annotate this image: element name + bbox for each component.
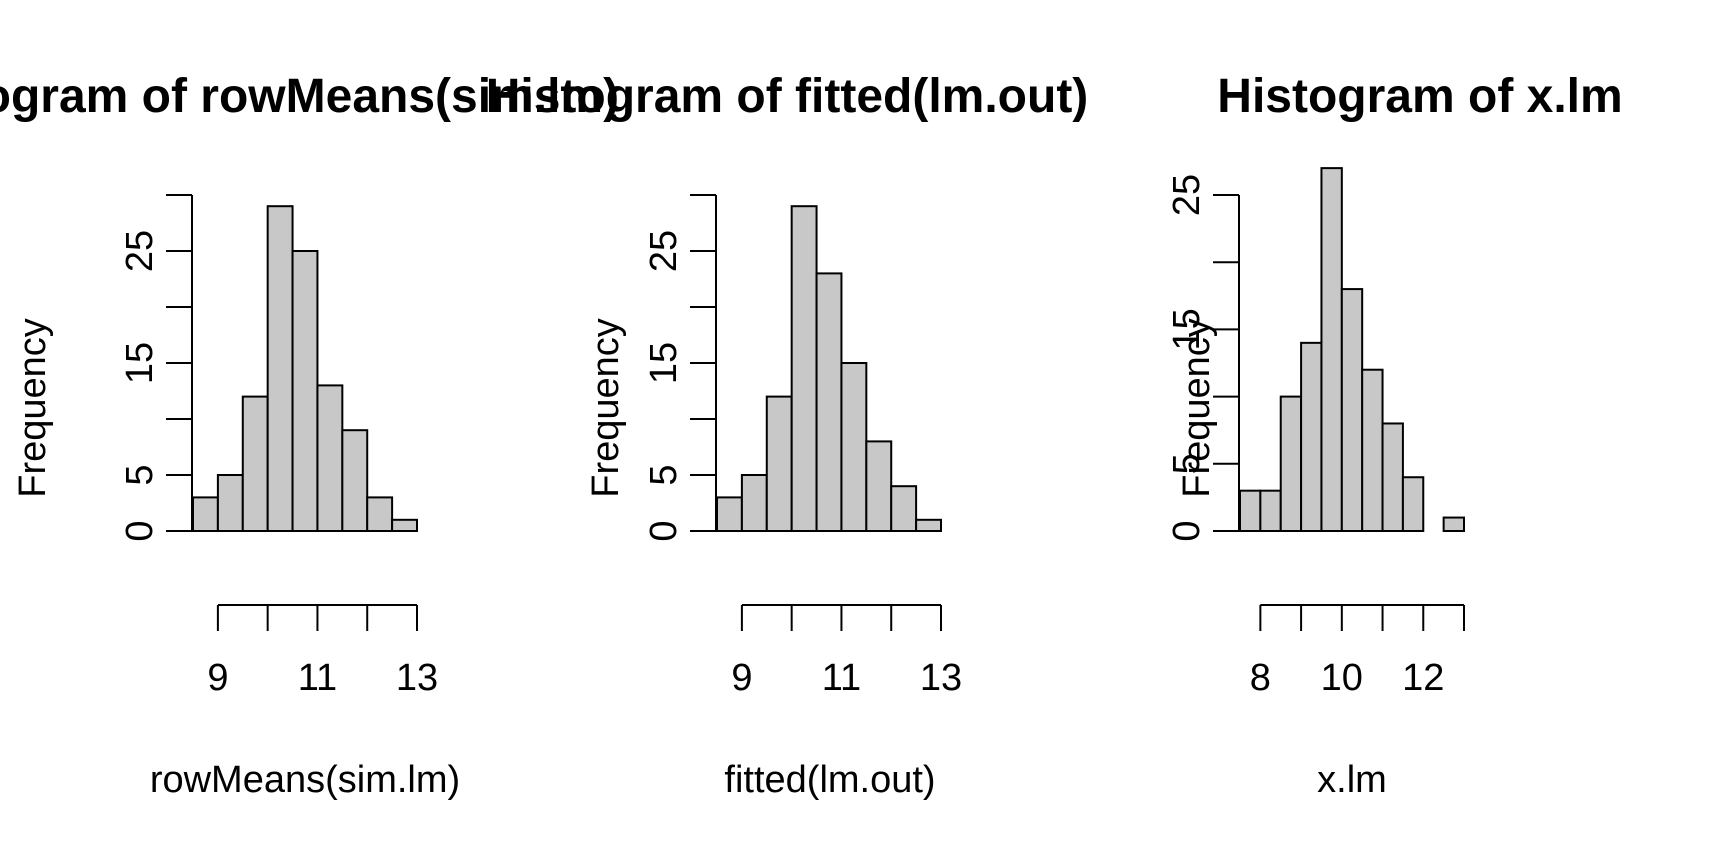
chart-title: Histogram of fitted(lm.out): [486, 70, 1089, 123]
histogram-bar: [1361, 368, 1384, 532]
histogram-bar: [1401, 476, 1425, 532]
y-tick-label: 25: [1166, 174, 1208, 216]
histogram-bar: [1442, 516, 1465, 532]
histogram-bar: [815, 272, 843, 532]
x-tick-label: 9: [731, 657, 752, 699]
histogram-bar: [765, 395, 793, 532]
x-tick-label: 12: [1402, 657, 1444, 699]
chart-title: Histogram of rowMeans(sim.lm): [0, 70, 619, 123]
y-tick-label: 25: [643, 230, 685, 272]
chart-title: Histogram of x.lm: [1217, 70, 1622, 123]
x-tick-label: 10: [1321, 657, 1363, 699]
x-axis-label: fitted(lm.out): [724, 759, 935, 801]
y-axis: 0 5 15 25: [119, 194, 193, 542]
bars: [1239, 167, 1465, 533]
histogram-bar: [716, 496, 743, 532]
bars: [192, 205, 419, 533]
histogram-bar: [216, 474, 244, 532]
x-axis: 8 10 12: [1250, 604, 1465, 699]
histogram-bar: [366, 496, 394, 532]
y-axis-label: Frequency: [12, 318, 54, 498]
y-tick-label: 15: [1166, 308, 1208, 350]
histogram-bar: [1279, 395, 1303, 532]
histogram-bar: [316, 384, 344, 532]
x-tick-label: 11: [822, 657, 861, 699]
histogram-panel-xlm: Histogram of x.lm x.lm Frequency 8 10 12 0…: [1166, 70, 1623, 801]
y-axis: 0 5 15 25: [1166, 174, 1240, 542]
histogram-bar: [790, 205, 818, 532]
histogram-bar: [1239, 489, 1262, 532]
x-axis-label: x.lm: [1317, 759, 1387, 801]
y-tick-label: 15: [119, 342, 161, 384]
bars: [716, 205, 942, 533]
x-tick-label: 9: [207, 657, 228, 699]
histogram-panel-rowmeans: Histogram of rowMeans(sim.lm) rowMeans(s…: [0, 70, 619, 801]
y-tick-label: 0: [643, 520, 685, 541]
y-tick-label: 15: [643, 342, 685, 384]
y-axis-label: Frequency: [1176, 318, 1218, 498]
histogram-bar: [1259, 489, 1282, 532]
y-axis-label: Frequency: [585, 318, 627, 498]
histogram-bar: [865, 440, 893, 532]
x-tick-label: 11: [298, 657, 337, 699]
histogram-bar: [1381, 422, 1404, 533]
y-tick-label: 0: [119, 520, 161, 541]
y-tick-label: 5: [119, 464, 161, 485]
y-axis: 0 5 15 25: [643, 194, 717, 542]
histogram-bar: [291, 250, 319, 532]
histogram-bar: [915, 518, 942, 532]
y-tick-label: 0: [1166, 520, 1208, 541]
histogram-bar: [341, 429, 369, 533]
histogram-bar: [1300, 341, 1323, 532]
y-tick-label: 25: [119, 230, 161, 272]
histogram-bar: [740, 474, 768, 532]
histogram-panel-fitted: Histogram of fitted(lm.out) fitted(lm.ou…: [486, 70, 1089, 801]
y-tick-label: 5: [643, 464, 685, 485]
x-tick-label: 13: [920, 657, 962, 699]
histogram-bar: [391, 518, 419, 532]
x-tick-label: 13: [396, 657, 438, 699]
histogram-bar: [241, 395, 269, 532]
x-axis-label: rowMeans(sim.lm): [150, 759, 460, 801]
x-axis: 9 11 13: [731, 604, 962, 699]
x-axis: 9 11 13: [207, 604, 438, 699]
histogram-bar: [1340, 288, 1364, 532]
histogram-bar: [1320, 167, 1343, 532]
histogram-bar: [266, 205, 294, 532]
y-tick-label: 5: [1166, 453, 1208, 474]
x-tick-label: 8: [1250, 657, 1271, 699]
histogram-bar: [890, 485, 918, 533]
histogram-bar: [840, 362, 868, 532]
histogram-bar: [192, 496, 219, 532]
